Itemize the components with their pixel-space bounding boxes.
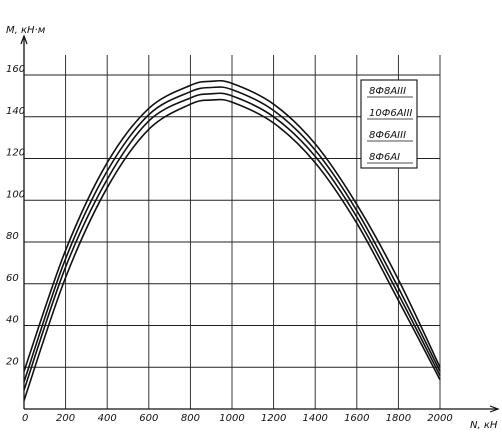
y-tick-label: 60: [6, 273, 19, 284]
x-tick-label: 1200: [261, 413, 286, 424]
x-tick-label: 600: [139, 413, 158, 424]
x-tick-label: 0: [22, 413, 28, 424]
series-line-1: [23, 79, 441, 372]
x-axis-arrow: [489, 405, 500, 413]
x-tick-label: 1400: [302, 413, 327, 424]
x-tick-label: 1000: [219, 413, 244, 424]
y-tick-label: 80: [6, 231, 19, 242]
legend-entry: 8Ф6АIII: [369, 130, 406, 141]
y-tick-label: 120: [6, 148, 25, 159]
y-tick-label: 160: [6, 64, 25, 75]
y-axis-arrow: [20, 34, 28, 45]
legend-entry: 8Ф8АIII: [369, 86, 406, 97]
series-lines: [23, 79, 441, 401]
y-tick-label: 40: [6, 315, 19, 326]
legend: 8Ф8АIII 10Ф6АIII 8Ф6АIII 8Ф6АI: [360, 79, 418, 169]
tick-labels: 0 200 400 600 800 1000 1200 1400 1600 1800 2000 20 4…: [6, 64, 453, 424]
legend-entry: 8Ф6АI: [369, 152, 400, 163]
y-tick-label: 20: [6, 356, 19, 367]
legend-entry: 10Ф6АIII: [369, 108, 412, 119]
axes: [20, 34, 500, 413]
series-line-4: [23, 98, 441, 401]
y-tick-label: 140: [6, 106, 25, 117]
x-tick-label: 400: [98, 413, 117, 424]
x-tick-label: 1600: [344, 413, 369, 424]
x-tick-label: 800: [181, 413, 200, 424]
x-axis-label: N, кН: [470, 420, 498, 431]
x-tick-label: 200: [56, 413, 75, 424]
series-line-3: [23, 92, 441, 391]
series-line-2: [23, 86, 441, 383]
x-tick-label: 1800: [386, 413, 411, 424]
grid: [23, 55, 441, 409]
y-axis-label: M, кН·м: [6, 25, 46, 36]
legend-box: [360, 79, 418, 169]
y-tick-label: 100: [6, 189, 25, 200]
x-tick-label: 2000: [427, 413, 452, 424]
